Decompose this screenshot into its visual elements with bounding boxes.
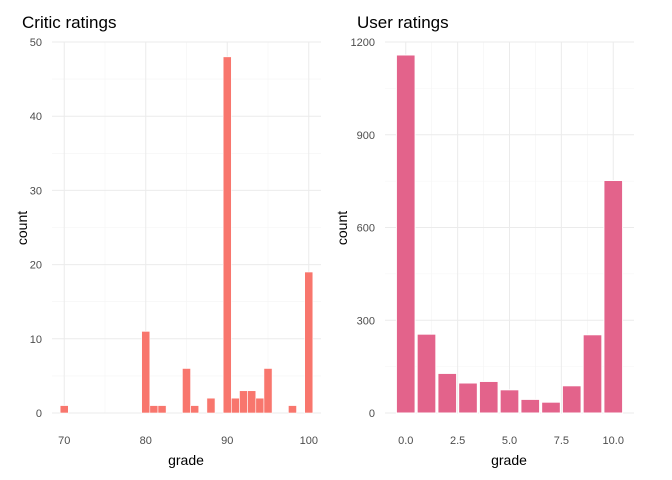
critic-x-ticks: 70 80 90 100 (58, 435, 318, 447)
critic-bars (59, 56, 314, 414)
user-ratings-panel: User ratings 0 300 600 900 1200 0.0 2.5 5.0 7.5… (334, 13, 634, 468)
user-bar (437, 372, 458, 414)
user-x-tick-label: 5.0 (502, 435, 517, 447)
user-y-tick-label: 1200 (351, 37, 375, 49)
critic-y-ticks: 0 10 20 30 40 50 (30, 37, 42, 420)
critic-ratings-panel: Critic ratings 0 10 20 30 40 50 70 80 90 100 gra… (14, 13, 321, 468)
user-chart-title: User ratings (357, 13, 449, 32)
critic-bar (263, 368, 273, 414)
critic-y-tick-label: 40 (30, 111, 42, 123)
user-y-tick-label: 900 (357, 130, 375, 142)
user-x-tick-label: 7.5 (554, 435, 569, 447)
user-bars (395, 54, 624, 414)
critic-chart-title: Critic ratings (22, 13, 116, 32)
critic-bar (59, 405, 69, 414)
critic-y-tick-label: 0 (36, 408, 42, 420)
critic-bar (255, 397, 265, 414)
critic-bar (206, 397, 216, 414)
critic-bar (239, 390, 248, 414)
user-bar (541, 401, 561, 414)
user-x-tick-label: 10.0 (603, 435, 624, 447)
user-y-ticks: 0 300 600 900 1200 (351, 37, 375, 420)
critic-x-tick-label: 70 (58, 435, 70, 447)
critic-x-tick-label: 80 (140, 435, 152, 447)
critic-bar (182, 368, 191, 414)
user-bar (520, 398, 541, 414)
critic-y-tick-label: 50 (30, 37, 42, 49)
user-bar (458, 382, 478, 414)
critic-bar (231, 397, 240, 414)
user-x-tick-label: 2.5 (450, 435, 465, 447)
critic-bar (247, 390, 257, 414)
critic-y-tick-label: 20 (30, 260, 42, 272)
critic-y-tick-label: 30 (30, 185, 42, 197)
critic-grid (52, 41, 321, 414)
user-bar (582, 334, 603, 414)
user-y-axis-label: count (334, 211, 350, 245)
critic-bar (304, 271, 314, 414)
user-bar (499, 389, 520, 414)
user-y-tick-label: 0 (369, 408, 375, 420)
critic-y-tick-label: 10 (30, 334, 42, 346)
user-x-tick-label: 0.0 (398, 435, 413, 447)
critic-x-axis-label: grade (168, 452, 204, 468)
critic-bar (222, 56, 232, 414)
critic-bar (149, 405, 159, 414)
critic-bar (141, 331, 151, 414)
critic-y-axis-label: count (14, 211, 30, 245)
user-bar (561, 385, 582, 414)
user-bar (478, 380, 499, 414)
critic-x-tick-label: 100 (300, 435, 318, 447)
user-bar (395, 54, 416, 414)
user-y-tick-label: 300 (357, 315, 375, 327)
user-y-tick-label: 600 (357, 223, 375, 235)
user-x-ticks: 0.0 2.5 5.0 7.5 10.0 (398, 435, 624, 447)
critic-bar (288, 405, 297, 414)
critic-bar (190, 405, 200, 414)
user-bar (416, 333, 437, 414)
user-bar (603, 180, 624, 414)
critic-x-tick-label: 90 (221, 435, 233, 447)
user-x-axis-label: grade (491, 452, 527, 468)
critic-bar (157, 405, 167, 414)
